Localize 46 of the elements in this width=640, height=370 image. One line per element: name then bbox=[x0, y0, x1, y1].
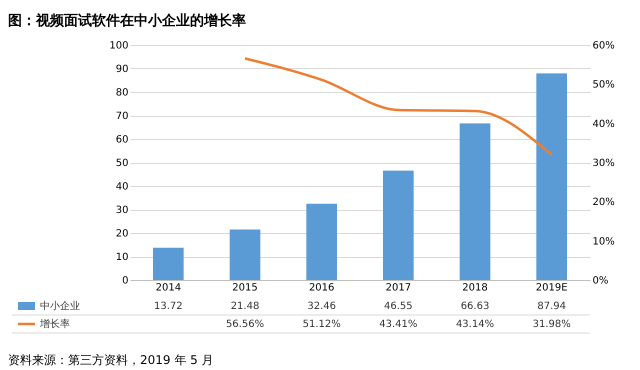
x-tick-label: 2018 bbox=[462, 282, 488, 294]
line-series bbox=[244, 57, 553, 156]
y-tick-label: 0 bbox=[122, 276, 128, 286]
y-tick-label: 20 bbox=[116, 228, 128, 240]
y2-tick-label: 60% bbox=[592, 40, 615, 52]
bar bbox=[460, 123, 490, 280]
data-label: 13.72 bbox=[154, 301, 183, 312]
y2-tick-label: 10% bbox=[592, 236, 615, 248]
y-tick-label: 100 bbox=[109, 40, 128, 52]
x-tick-label: 2014 bbox=[156, 282, 182, 294]
data-label: 66.63 bbox=[460, 301, 490, 312]
legend-label: 增长率 bbox=[39, 318, 70, 330]
legend-label: 中小企业 bbox=[40, 300, 80, 312]
y2-tick-label: 50% bbox=[592, 80, 615, 91]
y-tick-label: 80 bbox=[116, 88, 128, 98]
data-label: 87.94 bbox=[537, 301, 566, 312]
bar bbox=[383, 170, 414, 280]
x-tick-label: 2017 bbox=[386, 282, 412, 294]
bar bbox=[536, 73, 567, 280]
x-tick-label: 2019E bbox=[536, 282, 568, 294]
bar bbox=[306, 204, 337, 280]
y-tick-label: 10 bbox=[116, 252, 128, 263]
data-label: 21.48 bbox=[230, 301, 260, 312]
y2-tick-label: 40% bbox=[592, 118, 615, 130]
bar bbox=[230, 230, 260, 280]
y-tick-label: 90 bbox=[116, 64, 128, 75]
y-tick-label: 50 bbox=[116, 158, 128, 169]
y-tick-label: 60 bbox=[116, 134, 128, 146]
data-label: 43.14% bbox=[456, 319, 494, 330]
data-label: 32.46 bbox=[307, 301, 336, 312]
data-label: 31.98% bbox=[532, 319, 571, 330]
bar bbox=[153, 248, 184, 280]
y-tick-label: 40 bbox=[116, 182, 128, 192]
y-tick-label: 30 bbox=[116, 205, 128, 216]
x-tick-label: 2015 bbox=[232, 282, 258, 294]
data-label: 46.55 bbox=[384, 301, 413, 312]
data-label: 43.41% bbox=[379, 319, 418, 330]
data-label: 51.12% bbox=[302, 319, 341, 330]
data-label: 56.56% bbox=[226, 319, 264, 330]
y2-tick-label: 30% bbox=[592, 158, 615, 169]
y-tick-label: 70 bbox=[116, 111, 128, 122]
y2-tick-label: 0% bbox=[592, 276, 608, 286]
chart-title: 图：视频面试软件在中小企业的增长率 bbox=[8, 12, 246, 29]
x-tick-label: 2016 bbox=[308, 282, 334, 294]
y2-tick-label: 20% bbox=[592, 197, 615, 208]
text: 资料来源：第三方资料，2019 年 5 月 bbox=[8, 353, 214, 367]
